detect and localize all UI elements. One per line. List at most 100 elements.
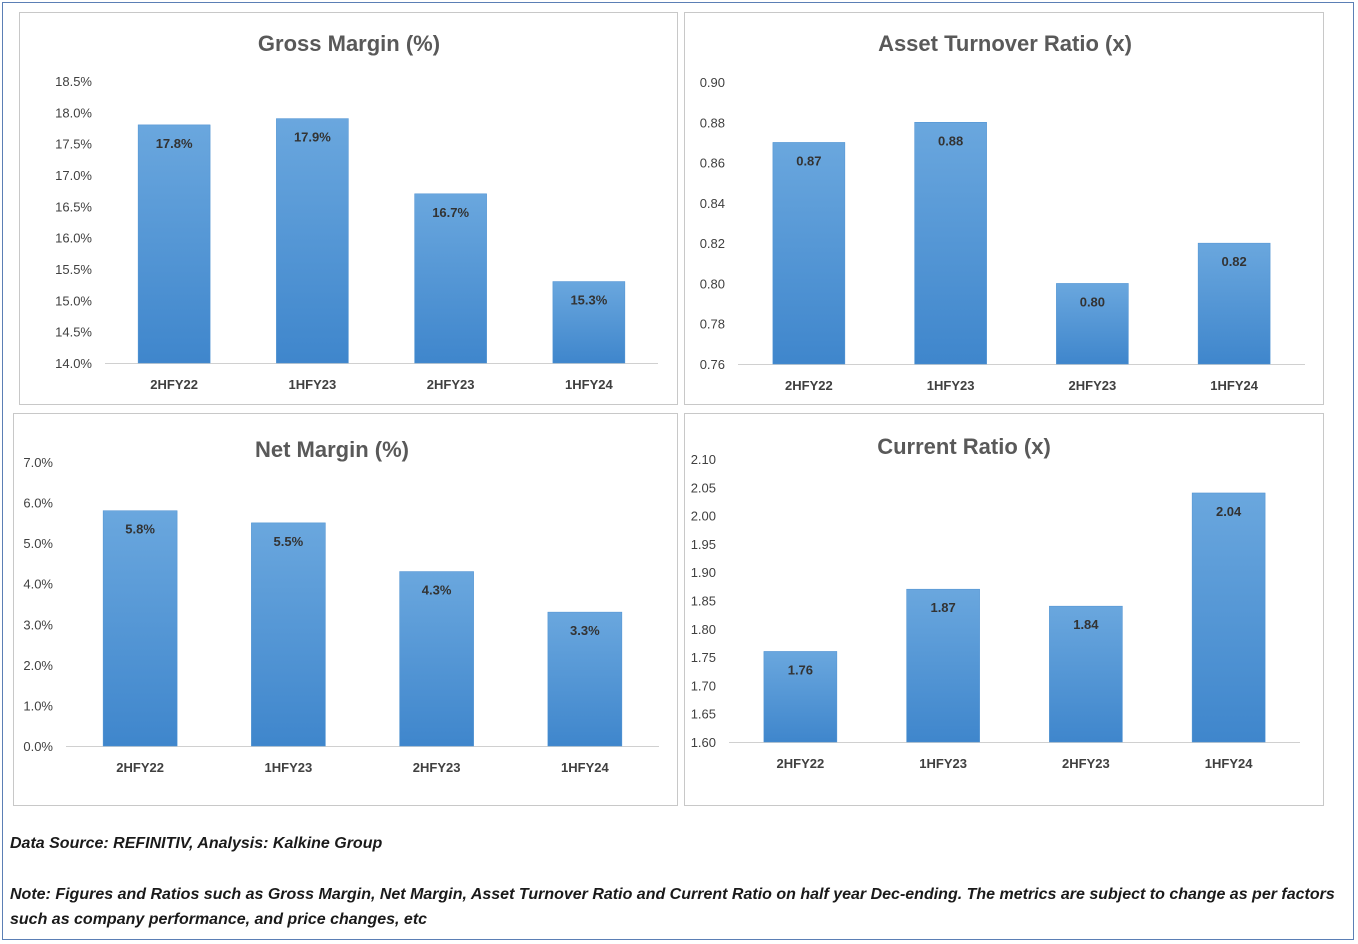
y-tick-label: 7.0%: [23, 455, 53, 470]
y-tick-label: 0.82: [700, 236, 725, 251]
y-tick-label: 2.05: [691, 480, 716, 495]
y-tick-label: 1.65: [691, 707, 716, 722]
bar-2hfy22: [763, 651, 838, 743]
y-tick-label: 5.0%: [23, 536, 53, 551]
y-tick-label: 18.5%: [55, 74, 92, 89]
x-tick-label: 1HFY23: [265, 760, 313, 775]
x-tick-label: 2HFY22: [150, 377, 198, 392]
y-tick-label: 2.10: [691, 452, 716, 467]
gross-margin-chart: Gross Margin (%) 14.0% 14.5% 15.0% 15.5% 16.…: [19, 12, 678, 405]
data-label: 0.82: [1221, 254, 1246, 269]
y-tick-label: 0.76: [700, 357, 725, 372]
bar-1hfy23: [914, 122, 987, 365]
y-tick-label: 0.88: [700, 115, 725, 130]
bar-1hfy24: [1191, 492, 1266, 743]
x-tick-label: 2HFY22: [785, 378, 833, 393]
x-tick-label: 1HFY23: [919, 756, 967, 771]
net-margin-chart-svg: Net Margin (%) 0.0% 1.0% 2.0% 3.0% 4.0% 5.0% 6…: [23, 437, 659, 775]
bar-2hfy22: [137, 124, 211, 364]
bar-2hfy23: [399, 571, 474, 747]
bar-1hfy24: [547, 611, 623, 747]
y-tick-label: 1.75: [691, 650, 716, 665]
y-tick-label: 4.0%: [23, 577, 53, 592]
y-tick-label: 1.80: [691, 622, 716, 637]
y-tick-label: 6.0%: [23, 496, 53, 511]
gross-margin-chart-svg: Gross Margin (%) 14.0% 14.5% 15.0% 15.5% 16.…: [55, 31, 658, 392]
chart-title: Gross Margin (%): [258, 31, 440, 56]
data-label: 17.8%: [156, 136, 193, 151]
y-tick-label: 1.90: [691, 565, 716, 580]
current-ratio-chart-svg: Current Ratio (x) 1.60 1.65 1.70 1.75 1.80 1.…: [691, 434, 1300, 771]
y-tick-label: 0.78: [700, 317, 725, 332]
y-tick-label: 17.5%: [55, 137, 92, 152]
y-tick-label: 14.0%: [55, 356, 92, 371]
bar-1hfy23: [251, 522, 326, 747]
x-tick-label: 2HFY23: [1062, 756, 1110, 771]
x-tick-label: 1HFY23: [289, 377, 337, 392]
asset-turnover-chart: Asset Turnover Ratio (x) 0.76 0.78 0.80 0.8…: [684, 12, 1324, 405]
data-label: 5.8%: [125, 522, 155, 537]
y-tick-label: 15.0%: [55, 293, 92, 308]
data-label: 0.80: [1080, 294, 1105, 309]
x-tick-label: 1HFY23: [927, 378, 975, 393]
data-label: 1.84: [1073, 617, 1099, 632]
y-tick-label: 15.5%: [55, 262, 92, 277]
data-label: 1.76: [788, 662, 813, 677]
bar-2hfy23: [1056, 283, 1129, 365]
y-tick-label: 1.85: [691, 594, 716, 609]
bar-1hfy23: [276, 118, 349, 364]
y-tick-label: 1.0%: [23, 698, 53, 713]
data-label: 15.3%: [570, 293, 607, 308]
chart-title: Current Ratio (x): [877, 434, 1051, 459]
y-tick-label: 2.00: [691, 509, 716, 524]
data-label: 0.87: [796, 153, 821, 168]
current-ratio-chart: Current Ratio (x) 1.60 1.65 1.70 1.75 1.80 1.…: [684, 413, 1324, 806]
x-tick-label: 1HFY24: [1205, 756, 1253, 771]
net-margin-chart: Net Margin (%) 0.0% 1.0% 2.0% 3.0% 4.0% 5.0% 6…: [13, 413, 678, 806]
y-tick-label: 1.95: [691, 537, 716, 552]
bar-1hfy24: [1197, 242, 1271, 365]
y-tick-label: 0.90: [700, 75, 725, 90]
x-tick-label: 2HFY23: [427, 377, 475, 392]
bar-2hfy23: [414, 193, 487, 364]
data-source-note: Data Source: REFINITIV, Analysis: Kalkin…: [10, 835, 383, 852]
x-tick-label: 1HFY24: [1210, 378, 1258, 393]
data-label: 4.3%: [422, 583, 452, 598]
data-label: 16.7%: [432, 205, 469, 220]
y-tick-label: 0.86: [700, 156, 725, 171]
y-tick-label: 18.0%: [55, 105, 92, 120]
data-label: 2.04: [1216, 504, 1242, 519]
x-tick-label: 1HFY24: [565, 377, 613, 392]
y-tick-label: 0.80: [700, 276, 725, 291]
bar-2hfy22: [772, 142, 846, 365]
data-label: 3.3%: [570, 623, 600, 638]
chart-title: Asset Turnover Ratio (x): [878, 31, 1132, 56]
x-tick-label: 2HFY22: [777, 756, 825, 771]
asset-turnover-chart-svg: Asset Turnover Ratio (x) 0.76 0.78 0.80 0.8…: [700, 31, 1305, 393]
data-label: 17.9%: [294, 130, 331, 145]
y-tick-label: 0.84: [700, 196, 725, 211]
data-label: 5.5%: [274, 534, 304, 549]
disclaimer-note: Note: Figures and Ratios such as Gross M…: [10, 886, 1335, 928]
y-tick-label: 16.0%: [55, 231, 92, 246]
y-tick-label: 3.0%: [23, 617, 53, 632]
y-tick-label: 17.0%: [55, 168, 92, 183]
chart-title: Net Margin (%): [255, 437, 409, 462]
y-tick-label: 1.60: [691, 735, 716, 750]
y-tick-label: 1.70: [691, 678, 716, 693]
bar-2hfy23: [1049, 605, 1123, 743]
x-tick-label: 2HFY23: [1069, 378, 1117, 393]
x-tick-label: 1HFY24: [561, 760, 609, 775]
y-tick-label: 2.0%: [23, 658, 53, 673]
y-tick-label: 0.0%: [23, 739, 53, 754]
x-tick-label: 2HFY23: [413, 760, 461, 775]
data-label: 0.88: [938, 133, 963, 148]
x-tick-label: 2HFY22: [116, 760, 164, 775]
data-label: 1.87: [930, 600, 955, 615]
bar-1hfy23: [906, 588, 980, 743]
y-tick-label: 14.5%: [55, 325, 92, 340]
bar-1hfy24: [552, 281, 626, 364]
bar-2hfy22: [102, 510, 178, 747]
y-tick-label: 16.5%: [55, 199, 92, 214]
